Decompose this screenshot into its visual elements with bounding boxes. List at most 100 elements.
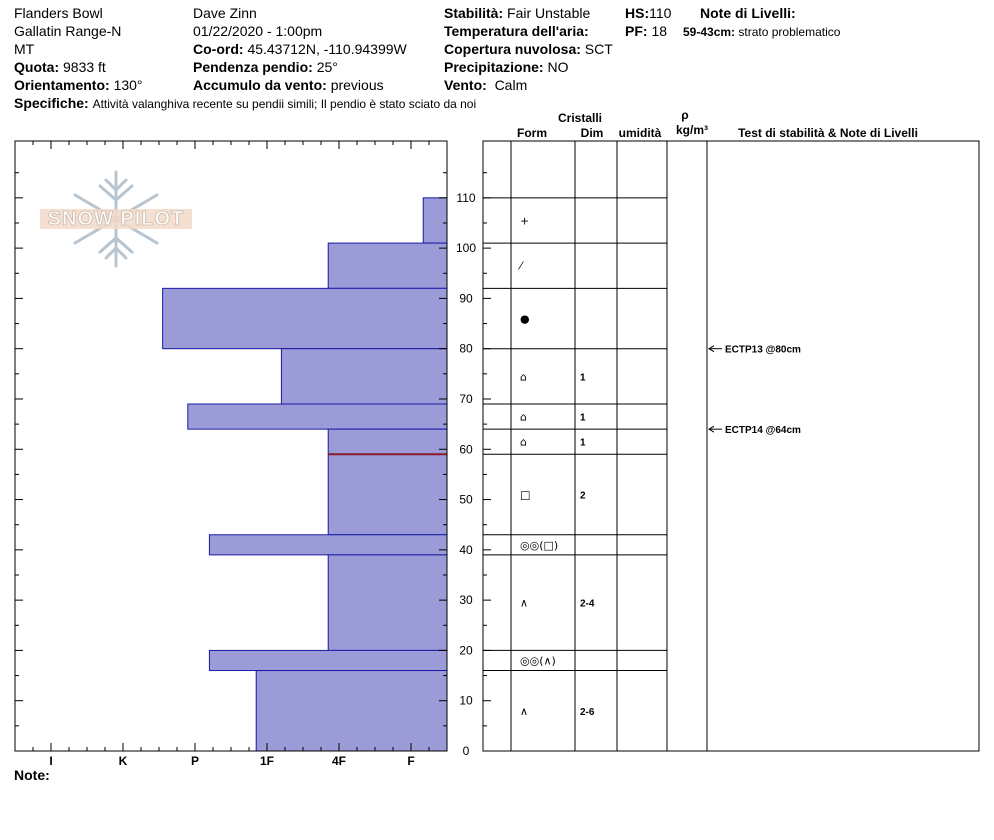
hardness-bar-6 (208, 534, 448, 556)
col-rho: ρ (681, 108, 688, 122)
crystal-size-5: 1 (580, 438, 586, 449)
col-density-unit: kg/m³ (676, 123, 708, 137)
hs-value: 110 (649, 5, 672, 21)
crystal-form-6: □ (520, 489, 530, 502)
pf: PF: 18 (625, 22, 667, 40)
crystal-form-4: ⌂ (520, 411, 527, 424)
crystal-form-3: ⌂ (520, 370, 527, 383)
slope: Pendenza pendio: 25° (193, 58, 338, 76)
pf-value: 18 (651, 23, 668, 39)
strat-table-frame (482, 140, 980, 752)
precip-label: Precipitazione: (444, 59, 544, 75)
col-form: Form (517, 126, 547, 140)
depth-label-0: 0 (463, 744, 470, 758)
logo-text: SNOW PILOT (48, 208, 185, 230)
layer-note-range: 59-43cm: (683, 25, 736, 39)
hardness-bar-2 (162, 287, 448, 350)
crystal-form-0: + (520, 214, 529, 227)
crystal-form-9: ◎◎(∧) (520, 654, 556, 667)
hardness-bar-7 (327, 554, 448, 651)
depth-label-70: 70 (459, 392, 473, 406)
aspect-value: 130° (113, 77, 143, 93)
test-arrowhead-1 (708, 425, 715, 433)
col-dim: Dim (581, 126, 604, 140)
col-umidita: umidità (619, 126, 662, 140)
layer-note-text: strato problematico (738, 25, 841, 39)
snowpilot-logo: SNOW PILOT (40, 170, 192, 268)
hardness-label-I: I (49, 754, 52, 768)
coord-value: 45.43712N, -110.94399W (247, 41, 407, 57)
hs-label: HS: (625, 5, 650, 21)
wind-value: Calm (494, 77, 528, 93)
cloud: Copertura nuvolosa: SCT (444, 40, 613, 58)
crystal-form-2: ● (520, 313, 530, 326)
wind: Vento: Calm (444, 76, 527, 94)
elevation: Quota: 9833 ft (14, 58, 106, 76)
depth-label-90: 90 (459, 291, 473, 305)
air-temp: Temperatura dell'aria: (444, 22, 589, 40)
notes-label: Note: (14, 767, 50, 783)
crystal-size-6: 2 (580, 491, 586, 502)
depth-label-110: 110 (456, 191, 475, 205)
hardness-label-K: K (119, 754, 128, 768)
aspect-label: Orientamento: (14, 77, 110, 93)
test-label-0: ECTP13 @80cm (725, 345, 801, 356)
stability-value: Fair Unstable (507, 5, 591, 21)
wind-load-value: previous (330, 77, 384, 93)
hardness-bar-3 (280, 348, 448, 405)
observer: Dave Zinn (193, 5, 257, 21)
crystal-form-1: ⁄ (517, 260, 524, 273)
depth-label-50: 50 (459, 493, 473, 507)
layer-notes-title: Note di Livelli: (700, 5, 796, 21)
precip: Precipitazione: NO (444, 58, 568, 76)
specifics-text: Attività valanghiva recente su pendii si… (92, 97, 477, 111)
hardness-label-1F: 1F (260, 754, 274, 768)
cloud-label: Copertura nuvolosa: (444, 41, 581, 57)
depth-label-40: 40 (459, 543, 473, 557)
pf-label: PF: (625, 23, 648, 39)
wind-load-label: Accumulo da vento: (193, 77, 327, 93)
hardness-label-F: F (407, 754, 414, 768)
crystal-form-10: ∧ (520, 705, 528, 718)
hardness-bar-0 (422, 197, 448, 244)
col-cristalli: Cristalli (558, 111, 602, 125)
hardness-bar-8 (208, 649, 448, 672)
depth-label-60: 60 (459, 442, 473, 456)
crystal-size-8: 2-4 (580, 599, 595, 610)
hardness-bar-5 (327, 428, 448, 536)
range: Gallatin Range-N (14, 23, 122, 39)
specifics-label: Specifiche: (14, 95, 89, 111)
cloud-value: SCT (584, 41, 613, 57)
crystal-form-7: ◎◎(□) (520, 539, 558, 552)
crystal-size-3: 1 (580, 372, 586, 383)
state: MT (14, 41, 35, 57)
hardness-bar-1 (327, 242, 448, 289)
depth-label-80: 80 (459, 342, 473, 356)
hardness-label-P: P (191, 754, 199, 768)
air-temp-label: Temperatura dell'aria: (444, 23, 589, 39)
depth-label-100: 100 (456, 241, 476, 255)
specifics: Specifiche: Attività valanghiva recente … (14, 94, 476, 113)
wind-load: Accumulo da vento: previous (193, 76, 384, 94)
datetime: 01/22/2020 - 1:00pm (193, 23, 323, 39)
hardness-bar-9 (255, 670, 448, 752)
precip-value: NO (547, 59, 569, 75)
test-label-1: ECTP14 @64cm (725, 425, 801, 436)
coord-label: Co-ord: (193, 41, 244, 57)
stability-label: Stabilità: (444, 5, 504, 21)
hs: HS:110 (625, 4, 671, 22)
hardness-label-4F: 4F (332, 754, 346, 768)
slope-label: Pendenza pendio: (193, 59, 313, 75)
crystal-form-8: ∧ (520, 597, 528, 610)
elevation-label: Quota: (14, 59, 60, 75)
depth-label-10: 10 (459, 694, 473, 708)
location: Flanders Bowl (14, 5, 103, 21)
test-arrowhead-0 (708, 345, 715, 353)
elevation-value: 9833 ft (63, 59, 106, 75)
aspect: Orientamento: 130° (14, 76, 143, 94)
depth-label-20: 20 (459, 643, 473, 657)
wind-label: Vento: (444, 77, 487, 93)
depth-label-30: 30 (459, 593, 473, 607)
crystal-size-10: 2-6 (580, 707, 595, 718)
